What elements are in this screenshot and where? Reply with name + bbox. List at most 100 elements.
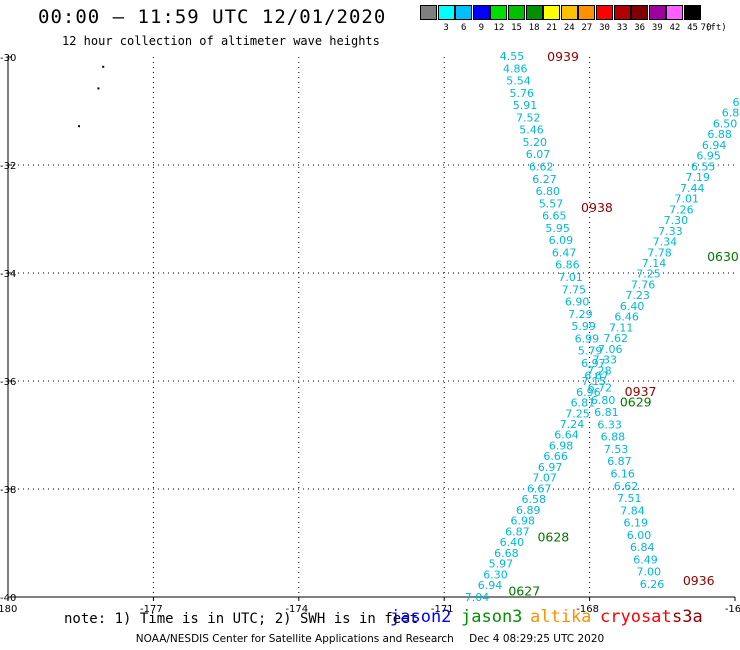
color-scale-legend: 3 6 9 12 15 18 21 24 27 30 33 36 39 42 45 70 (ft) [420,4,730,38]
pass-time-label: 0937 [625,384,657,399]
swh-value: 7.26 [669,203,694,216]
swh-value: 7.07 [532,472,557,485]
land-point [97,87,100,90]
swh-value: 5.20 [523,136,548,149]
swh-value: 6.68 [494,547,519,560]
scale-swatch [631,5,649,20]
latitude-label: -40 [0,593,16,604]
satellite-label-jason2: jason2 [390,607,452,627]
swh-value: 7.01 [558,271,583,284]
swh-value: 7.25 [565,407,590,420]
footnote: note: 1) Time is in UTC; 2) SWH is in fe… [64,611,419,627]
pass-time-label: 0627 [508,584,540,599]
swh-value: 7.30 [664,214,689,227]
scale-swatch [490,5,508,20]
swh-value: 6.90 [565,296,590,309]
swh-value: 6.62 [529,161,554,174]
swh-value: 7.62 [603,332,628,345]
scale-swatch [596,5,613,20]
swh-value: 7.04 [465,591,490,604]
swh-value: 7.75 [562,283,587,296]
scale-swatch [420,5,437,20]
pass-time-label: 0939 [547,49,579,64]
swh-value: 7.19 [685,171,710,184]
swh-value: 6.40 [620,300,645,313]
scale-swatch [613,5,631,20]
scale-label: 30 [599,23,610,33]
swh-value: 6.58 [521,493,546,506]
swh-value: 5.95 [545,222,570,235]
swh-value: 7.25 [636,268,661,281]
swh-value: 6.80 [591,394,616,407]
swh-value: 7.44 [680,182,705,195]
scale-label: 36 [634,23,646,33]
swh-value: 7.23 [625,289,650,302]
longitude-label: -171 [431,604,454,615]
latitude-label: -34 [0,269,16,280]
scale-swatch [437,5,455,20]
pass-time-label: 0936 [683,573,715,588]
scale-label: 42 [669,23,681,33]
swh-value: 6.81 [571,397,596,410]
swh-value: 7.00 [636,566,661,579]
swh-value: 7.51 [617,492,642,505]
scale-swatch [666,5,684,20]
land-point [78,125,80,128]
scale-label: 18 [528,23,540,33]
scale-swatch [560,5,578,20]
swh-value: 7.15 [582,375,607,388]
swh-value: 7.11 [609,321,634,334]
page-title: 00:00 — 11:59 UTC 12/01/2020 [38,6,387,28]
swh-value: 6.89 [516,504,541,517]
credit-line: NOAA/NESDIS Center for Satellite Applica… [0,633,740,645]
swh-value: 5.54 [506,75,531,88]
swh-value: 6.97 [581,357,606,370]
scale-label: 3 [443,23,449,33]
swh-value: 7.24 [560,418,585,431]
scale-swatch [648,5,666,20]
swh-value: 6.94 [478,579,503,592]
scale-label: 70 [700,23,712,33]
swh-value: 6.40 [500,536,525,549]
scale-label: 45 [687,23,698,33]
swh-value: 5.99 [571,320,596,333]
swh-value: 7.53 [604,443,629,456]
scale-label: 6 [460,23,467,33]
swh-value: 5.97 [489,558,514,571]
swh-value: 7.14 [642,257,667,270]
scale-label: 21 [546,23,558,33]
satellite-label-jason3: jason3 [461,607,523,627]
swh-value: 6.47 [552,246,577,259]
swh-value: 6.97 [538,461,563,474]
swh-value: 7.28 [587,364,612,377]
scale-swatch [684,5,701,20]
swh-value: 6.96 [576,386,601,399]
pass-time-label: 0628 [537,530,569,545]
scale-swatch [472,5,490,20]
swh-value: 7.84 [620,504,645,517]
latitude-label: -30 [0,53,16,64]
swh-value: 6.30 [483,568,508,581]
pass-time-label: 0938 [581,200,613,215]
scale-swatch [508,5,525,20]
longitude-label: -177 [140,604,163,615]
longitude-label: -174 [285,604,308,615]
swh-value: 6.88 [601,431,626,444]
scale-label: 39 [651,23,663,33]
scale-label: 9 [478,23,484,33]
swh-value: 7.33 [658,225,683,238]
swh-value: 6.87 [505,525,530,538]
scale-label: 15 [511,23,522,33]
scale-swatch [525,5,543,20]
swh-value: 6.66 [543,450,568,463]
scale-unit: (ft) [705,23,727,33]
swh-value: 5.76 [510,87,535,100]
swh-value: 6.19 [623,517,648,530]
swh-value: 6.26 [640,578,665,591]
scale-swatch [455,5,473,20]
swh-value: 4.55 [500,50,525,63]
swh-value: 6.98 [549,439,574,452]
swh-value: 6.49 [633,553,658,566]
pass-time-label: 0629 [620,395,652,410]
